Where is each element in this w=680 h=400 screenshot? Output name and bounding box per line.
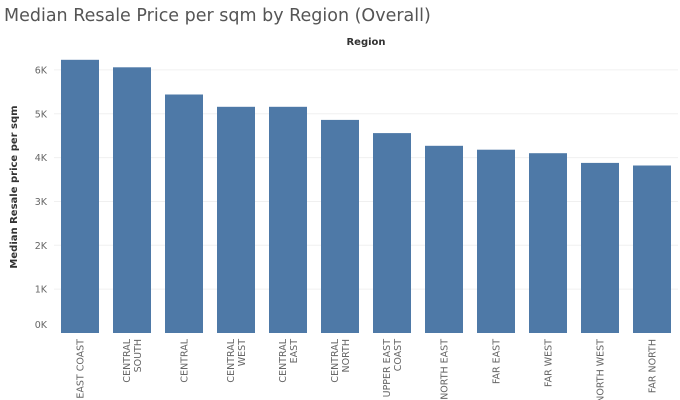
x-tick-label-line: CENTRAL bbox=[226, 338, 237, 382]
bar[interactable] bbox=[217, 106, 255, 333]
x-tick-label: CENTRAL EAST bbox=[278, 338, 300, 382]
x-tick-label: NORTH WEST bbox=[596, 339, 607, 400]
x-tick-label-line: CENTRAL bbox=[330, 338, 341, 382]
bar[interactable] bbox=[165, 94, 203, 334]
x-tick-label: UPPER EAST COAST bbox=[382, 339, 404, 398]
x-tick-label-line: NORTH EAST bbox=[440, 339, 451, 400]
y-tick-label: 0K bbox=[35, 320, 48, 331]
x-tick-label-line: CENTRAL bbox=[122, 338, 133, 382]
x-tick-label-line: UPPER EAST bbox=[382, 339, 393, 398]
x-tick-label: CENTRAL bbox=[180, 338, 191, 382]
x-tick-label-line: FAR EAST bbox=[492, 339, 503, 384]
bar[interactable] bbox=[269, 106, 307, 333]
bar[interactable] bbox=[373, 133, 411, 333]
y-tick-label: 5K bbox=[35, 109, 48, 120]
x-tick-label: FAR EAST bbox=[492, 339, 503, 384]
y-axis-title: Median Resale price per sqm bbox=[9, 105, 20, 268]
bar[interactable] bbox=[633, 165, 671, 334]
y-tick-label: 3K bbox=[35, 197, 48, 208]
bar[interactable] bbox=[581, 162, 619, 333]
y-tick-label: 6K bbox=[35, 65, 48, 76]
bar[interactable] bbox=[529, 153, 567, 333]
x-tick-label-line: CENTRAL bbox=[278, 338, 289, 382]
x-tick-label-line: EAST COAST bbox=[76, 339, 87, 399]
bar[interactable] bbox=[477, 149, 515, 333]
x-tick-label: FAR WEST bbox=[544, 339, 555, 387]
x-tick-label: CENTRAL WEST bbox=[226, 338, 248, 382]
x-tick-label: NORTH EAST bbox=[440, 339, 451, 400]
x-tick-label-line: NORTH bbox=[341, 339, 352, 372]
bar[interactable] bbox=[321, 119, 359, 334]
x-tick-label-line: FAR WEST bbox=[544, 339, 555, 387]
y-tick-label: 1K bbox=[35, 285, 48, 296]
x-tick-label-line: CENTRAL bbox=[180, 338, 191, 382]
x-tick-label: EAST COAST bbox=[76, 339, 87, 399]
bar[interactable] bbox=[113, 67, 151, 334]
x-tick-label: CENTRAL NORTH bbox=[330, 338, 352, 382]
chart-title: Median Resale Price per sqm by Region (O… bbox=[4, 6, 431, 26]
x-tick-label-line: SOUTH bbox=[133, 339, 144, 372]
bar[interactable] bbox=[61, 59, 99, 334]
y-tick-label: 2K bbox=[35, 241, 48, 252]
x-tick-label-line: WEST bbox=[237, 339, 248, 366]
x-tick-label-line: COAST bbox=[393, 339, 404, 371]
bar[interactable] bbox=[425, 145, 463, 333]
x-tick-label-line: EAST bbox=[289, 339, 300, 364]
x-tick-label: FAR NORTH bbox=[648, 339, 659, 393]
x-tick-label-line: NORTH WEST bbox=[596, 339, 607, 400]
y-tick-label: 4K bbox=[35, 153, 48, 164]
column-header-label: Region bbox=[346, 37, 385, 48]
x-tick-label: CENTRAL SOUTH bbox=[122, 338, 144, 382]
x-tick-label-line: FAR NORTH bbox=[648, 339, 659, 393]
